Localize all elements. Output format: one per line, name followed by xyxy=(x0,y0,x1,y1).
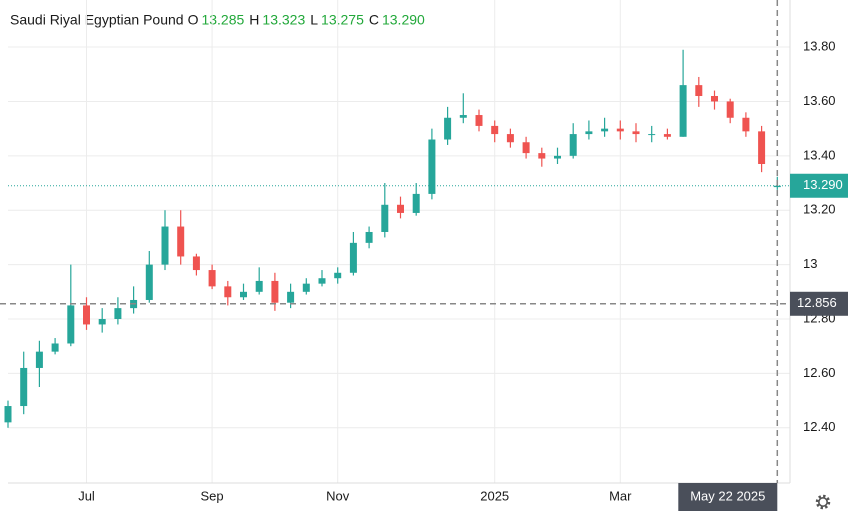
candle-body xyxy=(522,142,530,154)
candle-body xyxy=(569,134,577,156)
settings-icon[interactable] xyxy=(815,494,831,510)
crosshair-date-label: May 22 2025 xyxy=(690,488,765,503)
candle-body xyxy=(255,280,263,292)
gear-ring[interactable] xyxy=(818,497,828,507)
candle-body xyxy=(4,406,12,423)
ohlc-value: 13.285 xyxy=(201,12,244,28)
ohlc-key: L xyxy=(310,12,318,28)
candle-body xyxy=(318,278,326,284)
y-tick-label: 13.40 xyxy=(803,147,836,162)
candle-body xyxy=(83,305,90,325)
candle-body xyxy=(192,256,200,271)
candle-body xyxy=(98,319,106,325)
candle-body xyxy=(711,96,718,102)
x-tick-label: Jul xyxy=(78,488,95,503)
x-tick-label: Mar xyxy=(609,488,632,503)
crosshair-date-box xyxy=(678,483,778,511)
candle-body xyxy=(773,185,781,188)
ohlc-key: H xyxy=(249,12,259,28)
crosshair-price-label: 12.856 xyxy=(797,295,837,310)
last-price-box xyxy=(790,173,848,198)
chart-title: Saudi Riyal Egyptian Pound xyxy=(10,12,184,28)
candle-body xyxy=(224,286,232,298)
candle-body xyxy=(459,115,467,118)
candle-body xyxy=(601,128,609,132)
candle-body xyxy=(695,85,703,97)
x-tick-label: 2025 xyxy=(480,488,509,503)
y-tick-label: 13.60 xyxy=(803,93,836,108)
candle-body xyxy=(365,231,373,243)
candle-body xyxy=(444,117,452,140)
crosshair-price-box xyxy=(790,291,848,316)
y-tick-label: 13 xyxy=(803,256,817,271)
candle-body xyxy=(334,272,342,279)
candle-body xyxy=(114,308,122,320)
candle-body xyxy=(742,117,750,132)
candle-body xyxy=(397,204,404,213)
candle-body xyxy=(349,242,357,273)
candle-body xyxy=(554,155,561,159)
candle-body xyxy=(616,128,624,132)
candle-body xyxy=(663,134,671,137)
candle-body xyxy=(51,343,59,352)
candle-body xyxy=(475,115,483,126)
candle-body xyxy=(648,134,656,136)
candle-body xyxy=(20,367,28,407)
candle-body xyxy=(538,153,546,159)
ohlc-key: O xyxy=(188,12,199,28)
candle-body xyxy=(177,226,185,257)
candle-body xyxy=(240,291,247,298)
candle-body xyxy=(726,101,734,118)
ohlc-key: C xyxy=(369,12,379,28)
ohlc-value: 13.323 xyxy=(262,12,305,28)
candle-body xyxy=(302,283,310,292)
candle-body xyxy=(758,131,766,164)
candle-body xyxy=(585,131,593,135)
candle-body xyxy=(271,280,279,303)
ohlc-header: O 13.285 H 13.323 L 13.275 C 13.290 xyxy=(188,12,425,28)
y-tick-label: 13.80 xyxy=(803,38,836,53)
y-tick-label: 12.40 xyxy=(803,419,836,434)
last-price-label: 13.290 xyxy=(803,177,843,192)
candle-body xyxy=(506,134,514,143)
ohlc-value: 13.275 xyxy=(321,12,364,28)
candle-body xyxy=(679,85,687,137)
ohlc-value: 13.290 xyxy=(382,12,425,28)
candle-body xyxy=(632,131,640,135)
candle-body xyxy=(491,125,499,135)
candle-body xyxy=(412,193,420,213)
candle-body xyxy=(381,204,389,232)
gear-teeth[interactable] xyxy=(815,494,831,510)
candle-body xyxy=(67,305,75,344)
x-tick-label: Nov xyxy=(326,488,350,503)
x-tick-label: Sep xyxy=(201,488,224,503)
y-tick-label: 13.20 xyxy=(803,202,836,217)
candle-body xyxy=(208,270,216,287)
y-tick-label: 12.60 xyxy=(803,365,836,380)
candle-body xyxy=(161,226,169,265)
candle-body xyxy=(287,291,295,303)
candle-body xyxy=(35,351,43,368)
candle-body xyxy=(428,139,436,194)
candle-body xyxy=(145,264,153,300)
